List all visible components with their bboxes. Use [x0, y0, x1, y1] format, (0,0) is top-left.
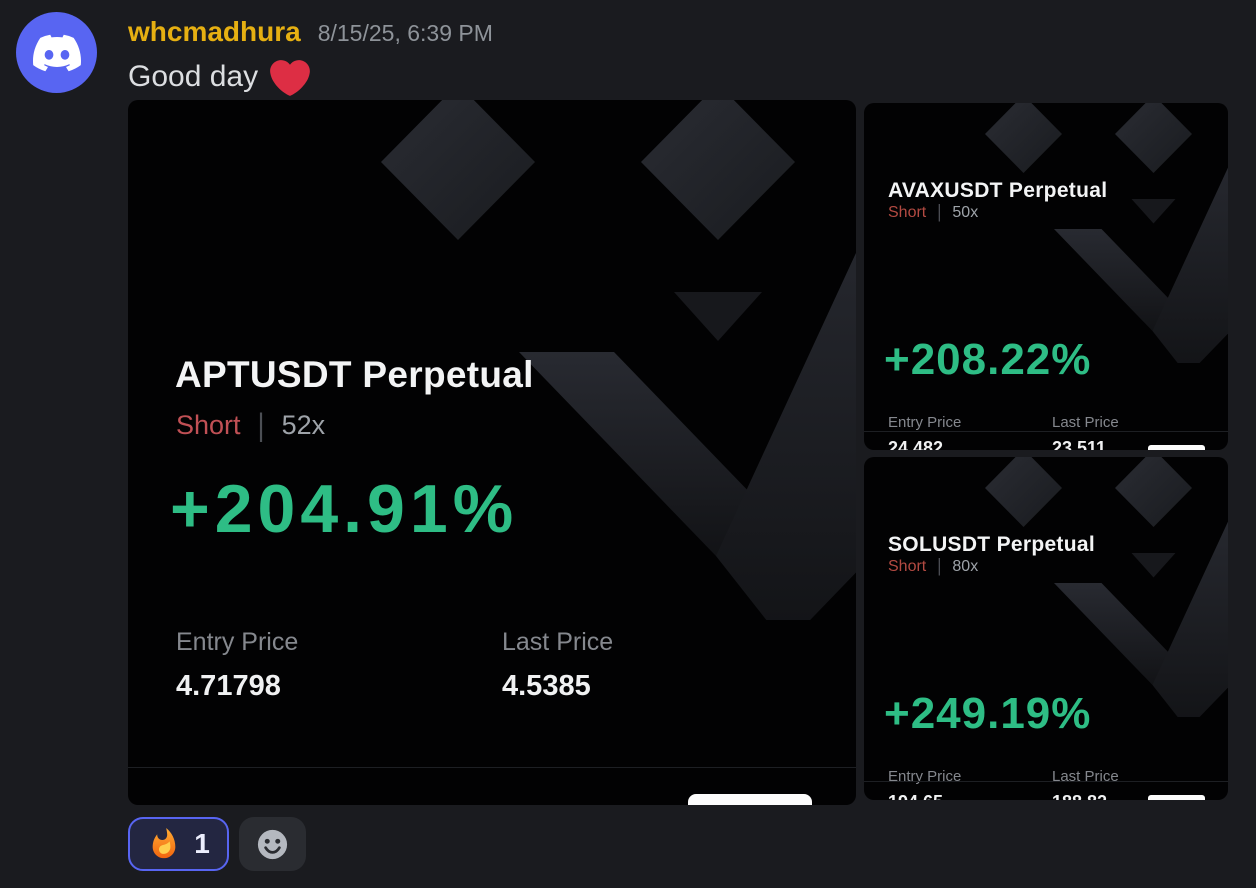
card-symbol: APTUSDT Perpetual	[175, 354, 534, 395]
side-divider: |	[937, 556, 942, 577]
side-label: Short	[888, 558, 927, 575]
attachment-image-solusdt[interactable]: SOLUSDT Perpetual Short | 80x +249.19% E…	[864, 457, 1228, 800]
side-label: Short	[176, 410, 241, 440]
last-price-col: Last Price 4.5385	[502, 628, 613, 703]
card-side-row: Short | 52x	[176, 407, 326, 443]
last-price-col: Last Price 23.511	[1052, 414, 1119, 450]
attachment-image-avaxusdt[interactable]: AVAXUSDT Perpetual Short | 50x +208.22% …	[864, 103, 1228, 450]
add-reaction-button[interactable]	[239, 817, 306, 871]
entry-price-col: Entry Price 194.65	[888, 768, 961, 800]
entry-price-value: 4.71798	[176, 670, 281, 702]
side-divider: |	[257, 407, 265, 443]
pnl-percent: +204.91%	[170, 471, 519, 547]
entry-price-label: Entry Price	[888, 768, 962, 785]
attachments: APTUSDT Perpetual Short | 52x +204.91% E…	[128, 100, 1228, 805]
reaction-fire[interactable]: 1	[128, 817, 229, 871]
discord-logo-icon	[32, 34, 81, 71]
heart-emoji-icon	[270, 60, 310, 96]
entry-price-value: 24.482	[888, 438, 944, 450]
entry-price-col: Entry Price 24.482	[888, 414, 961, 450]
leverage-label: 52x	[281, 410, 326, 440]
attachment-image-aptusdt[interactable]: APTUSDT Perpetual Short | 52x +204.91% E…	[128, 100, 856, 805]
qr-area-cropped	[688, 794, 812, 805]
last-price-value: 188.82	[1052, 792, 1119, 800]
card-footer-divider	[128, 767, 856, 768]
last-price-value: 23.511	[1052, 438, 1107, 450]
timestamp: 8/15/25, 6:39 PM	[317, 20, 493, 46]
entry-price-label: Entry Price	[176, 628, 299, 656]
last-price-label: Last Price	[1052, 414, 1119, 431]
message-header: whcmadhura 8/15/25, 6:39 PM	[128, 16, 493, 48]
message-text: Good day	[128, 56, 312, 98]
card-side-row: Short | 50x	[888, 202, 979, 223]
entry-price-value: 194.65	[888, 792, 961, 800]
side-divider: |	[937, 202, 942, 223]
bybit-watermark-pattern	[980, 103, 1228, 363]
card-symbol: AVAXUSDT Perpetual	[888, 179, 1108, 202]
entry-price-col: Entry Price 4.71798	[176, 628, 298, 703]
card-footer-divider	[864, 431, 1228, 432]
last-price-col: Last Price 188.82	[1052, 768, 1119, 800]
card-footer-divider	[864, 781, 1228, 782]
smiley-add-reaction-icon	[257, 829, 288, 859]
fire-emoji-icon	[152, 827, 176, 859]
last-price-label: Last Price	[502, 628, 614, 656]
leverage-label: 50x	[952, 204, 979, 221]
qr-area-cropped	[1148, 795, 1205, 800]
attachment-right-column: AVAXUSDT Perpetual Short | 50x +208.22% …	[864, 103, 1228, 805]
last-price-value: 4.5385	[502, 670, 591, 702]
card-symbol: SOLUSDT Perpetual	[888, 533, 1095, 556]
bybit-watermark-pattern	[980, 457, 1228, 717]
card-side-row: Short | 80x	[888, 556, 979, 577]
reactions-row: 1	[128, 817, 306, 871]
leverage-label: 80x	[952, 558, 979, 575]
qr-area-cropped	[1148, 445, 1205, 450]
user-avatar[interactable]	[16, 12, 97, 93]
entry-price-label: Entry Price	[888, 414, 962, 431]
pnl-percent: +249.19%	[884, 689, 1092, 738]
username[interactable]: whcmadhura	[128, 16, 301, 47]
last-price-label: Last Price	[1052, 768, 1119, 785]
side-label: Short	[888, 204, 927, 221]
reaction-count: 1	[194, 828, 210, 859]
message-text-content: Good day	[128, 60, 259, 93]
pnl-percent: +208.22%	[884, 335, 1092, 384]
